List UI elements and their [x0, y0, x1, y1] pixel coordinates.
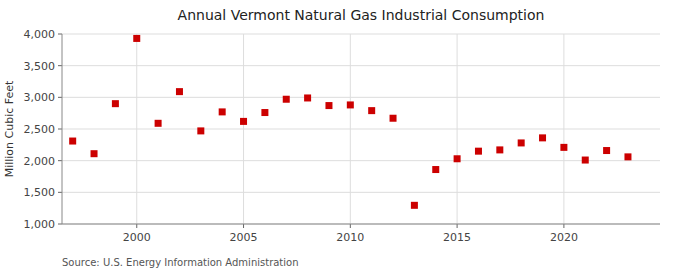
- point: [624, 153, 631, 160]
- point: [347, 101, 354, 108]
- y-grid-line: [62, 34, 660, 35]
- y-axis-line: [62, 34, 63, 224]
- y-grid-line: [62, 129, 660, 130]
- x-tick: [563, 224, 564, 228]
- x-grid-line: [563, 34, 564, 224]
- y-tick: [58, 34, 62, 35]
- x-tick: [243, 224, 244, 228]
- x-tick-label: 2020: [550, 231, 578, 244]
- point: [496, 146, 503, 153]
- x-axis-line: [62, 224, 660, 225]
- point: [390, 115, 397, 122]
- point: [219, 108, 226, 115]
- point: [304, 94, 311, 101]
- point: [539, 134, 546, 141]
- chart: Annual Vermont Natural Gas Industrial Co…: [0, 0, 675, 275]
- point: [176, 88, 183, 95]
- point: [325, 102, 332, 109]
- x-grid-line: [350, 34, 351, 224]
- y-grid-line: [62, 160, 660, 161]
- y-tick-label: 4,000: [24, 28, 56, 41]
- x-tick-label: 2000: [123, 231, 151, 244]
- point: [69, 138, 76, 145]
- axes: 1,000 1,500 2,000 2,500 3,000 3,500 4,000 2000 2…: [24, 28, 661, 244]
- y-grid-line: [62, 65, 660, 66]
- y-grid-line: [62, 192, 660, 193]
- point: [240, 118, 247, 125]
- x-tick: [136, 224, 137, 228]
- point: [283, 96, 290, 103]
- point: [454, 155, 461, 162]
- point: [603, 147, 610, 154]
- source-note: Source: U.S. Energy Information Administ…: [62, 257, 299, 268]
- y-grid-line: [62, 224, 660, 225]
- y-tick-label: 3,500: [24, 60, 56, 73]
- title: Annual Vermont Natural Gas Industrial Co…: [178, 7, 545, 23]
- y-tick-label: 2,500: [24, 123, 56, 136]
- point: [368, 107, 375, 114]
- point: [112, 100, 119, 107]
- point: [518, 139, 525, 146]
- point: [197, 127, 204, 134]
- point: [91, 150, 98, 157]
- y-grid-line: [62, 97, 660, 98]
- y-tick: [58, 160, 62, 161]
- points: [69, 35, 631, 209]
- point: [560, 144, 567, 151]
- y-tick-label: 3,000: [24, 91, 56, 104]
- y-tick-label: 2,000: [24, 155, 56, 168]
- x-tick-label: 2005: [230, 231, 258, 244]
- point: [582, 157, 589, 164]
- point: [411, 202, 418, 209]
- x-grid-line: [457, 34, 458, 224]
- point: [432, 166, 439, 173]
- x-grid-line: [243, 34, 244, 224]
- x-grid-line: [136, 34, 137, 224]
- point: [261, 109, 268, 116]
- y-tick-label: 1,000: [24, 218, 56, 231]
- y-tick: [58, 129, 62, 130]
- point: [475, 148, 482, 155]
- point: [133, 35, 140, 42]
- y-tick: [58, 192, 62, 193]
- y-tick-label: 1,500: [24, 186, 56, 199]
- x-tick: [350, 224, 351, 228]
- grid: [62, 34, 660, 224]
- y-tick: [58, 65, 62, 66]
- point: [155, 120, 162, 127]
- y-tick: [58, 97, 62, 98]
- x-tick: [457, 224, 458, 228]
- x-tick-label: 2015: [443, 231, 471, 244]
- y-axis-label: Million Cubic Feet: [3, 80, 16, 177]
- y-tick: [58, 224, 62, 225]
- x-tick-label: 2010: [336, 231, 364, 244]
